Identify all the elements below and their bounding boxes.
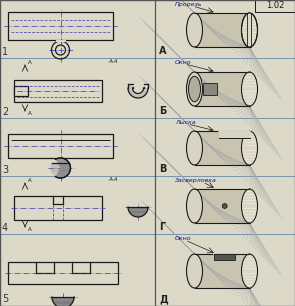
Bar (194, 254, 250, 288)
Text: A: A (28, 111, 32, 116)
Text: Засверловка: Засверловка (175, 178, 217, 183)
Text: 3: 3 (2, 165, 8, 175)
Text: 1: 1 (2, 47, 8, 57)
Text: Окно: Окно (175, 60, 192, 65)
Text: Д: Д (159, 294, 168, 304)
Text: A: A (28, 178, 32, 183)
Circle shape (221, 203, 228, 209)
Bar (8, 134, 113, 158)
Bar (14, 86, 28, 95)
Text: A-A: A-A (108, 59, 117, 64)
Bar (14, 196, 102, 220)
Bar (203, 83, 217, 95)
Text: 4: 4 (2, 223, 8, 233)
Ellipse shape (186, 189, 202, 223)
Polygon shape (128, 84, 148, 98)
Text: Лыска: Лыска (175, 120, 196, 125)
Wedge shape (52, 297, 74, 306)
Bar (255, 0, 295, 12)
Ellipse shape (242, 131, 258, 165)
Ellipse shape (186, 131, 202, 165)
Ellipse shape (242, 13, 258, 47)
Ellipse shape (242, 254, 258, 288)
Bar (8, 12, 113, 40)
Text: Г: Г (159, 222, 165, 232)
Text: Окно: Окно (175, 236, 192, 241)
Text: Прорезь: Прорезь (175, 2, 202, 7)
Ellipse shape (186, 254, 202, 288)
Bar (214, 254, 235, 260)
Bar (194, 189, 250, 223)
Text: A-A: A-A (108, 177, 117, 182)
Bar (194, 13, 250, 47)
Wedge shape (128, 207, 148, 217)
Text: A: A (28, 227, 32, 232)
Circle shape (222, 203, 227, 208)
Text: 2: 2 (2, 107, 8, 117)
Bar (219, 131, 250, 138)
Ellipse shape (242, 189, 258, 223)
Ellipse shape (186, 72, 202, 106)
Wedge shape (55, 158, 71, 178)
Text: А: А (159, 46, 166, 56)
Ellipse shape (186, 13, 202, 47)
Bar (8, 262, 118, 284)
Text: A: A (28, 60, 32, 65)
Bar (14, 80, 102, 102)
Ellipse shape (189, 76, 201, 102)
Bar (194, 72, 250, 106)
Text: В: В (159, 164, 166, 174)
Bar (194, 131, 250, 165)
Bar (247, 13, 251, 47)
Text: 5: 5 (2, 294, 8, 304)
Text: 1.02: 1.02 (266, 2, 284, 10)
Text: Б: Б (159, 106, 166, 116)
Ellipse shape (242, 72, 258, 106)
